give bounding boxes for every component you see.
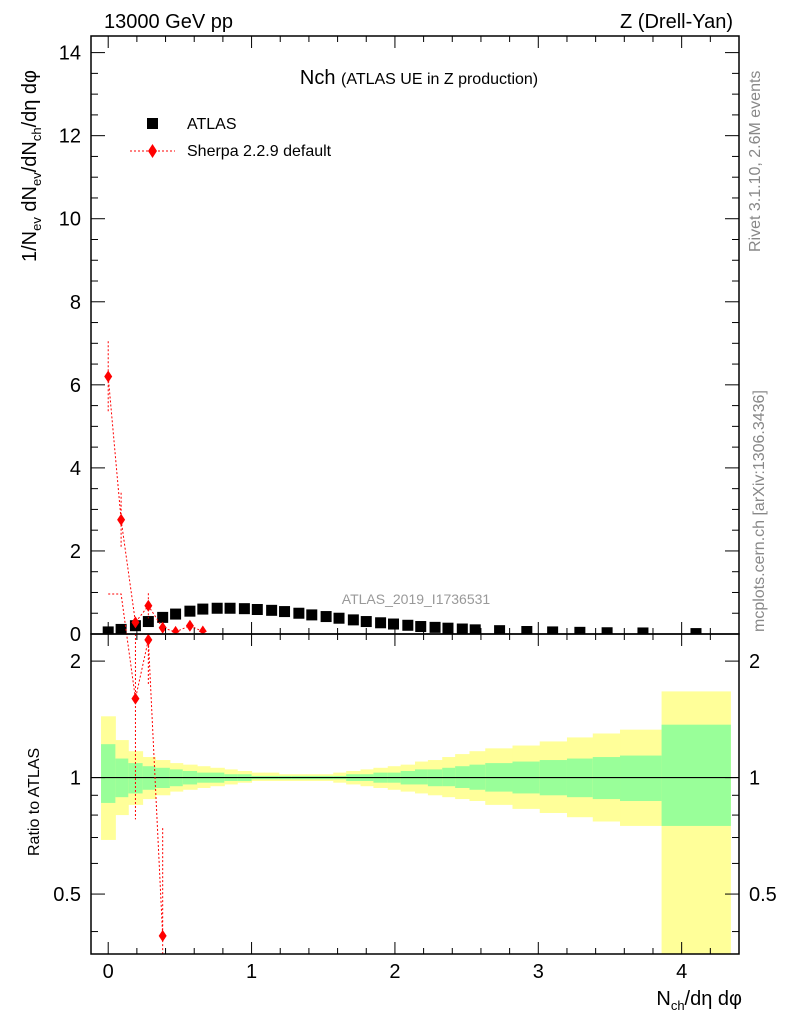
atlas-data-point (251, 603, 263, 615)
ratio-y-tick-label: 1 (70, 768, 81, 790)
main-y-tick-label: 0 (70, 624, 81, 646)
main-y-tick-label: 6 (70, 375, 81, 397)
atlas-data-point (637, 627, 649, 634)
ratio-y-tick-label-right: 1 (749, 768, 760, 790)
atlas-data-point (547, 626, 559, 634)
main-y-tick-label: 8 (70, 292, 81, 314)
x-axis-label: Nch/dη dφ (656, 988, 742, 1013)
atlas-data-point (375, 617, 387, 629)
ratio-y-tick-label-right: 2 (749, 651, 760, 673)
x-tick-label: 3 (533, 961, 544, 983)
atlas-data-point (690, 628, 702, 634)
atlas-data-point (347, 614, 359, 626)
header-left: 13000 GeV pp (104, 11, 233, 33)
sherpa-data-point (104, 370, 113, 383)
mcplots-label: mcplots.cern.ch [arXiv:1306.3436] (751, 390, 768, 632)
main-y-tick-label: 12 (59, 126, 81, 148)
atlas-data-point (224, 602, 236, 614)
sherpa-data-point (158, 621, 167, 634)
atlas-data-point (320, 611, 332, 623)
rivet-label: Rivet 3.1.10, 2.6M events (747, 71, 764, 252)
atlas-data-point (184, 605, 196, 617)
ratio-y-axis-label: Ratio to ATLAS (26, 748, 43, 856)
plot-title: Nch (ATLAS UE in Z production) (300, 67, 538, 89)
analysis-watermark: ATLAS_2019_I1736531 (342, 591, 491, 607)
sherpa-data-point (198, 625, 207, 634)
x-tick-label: 0 (103, 961, 114, 983)
atlas-data-point (360, 616, 372, 628)
x-tick-label: 1 (246, 961, 257, 983)
legend: ATLAS Sherpa 2.2.9 default (130, 116, 332, 160)
legend-atlas-marker (147, 118, 158, 129)
sherpa-data-point (144, 599, 153, 612)
main-data-layer (102, 341, 702, 634)
legend-atlas-label: ATLAS (187, 116, 237, 133)
atlas-data-point (521, 626, 533, 634)
sherpa-data-point (131, 616, 140, 629)
ratio-band-inner (620, 755, 663, 801)
atlas-data-point (170, 608, 182, 620)
atlas-data-point (387, 618, 399, 630)
atlas-data-point (238, 603, 250, 615)
x-tick-label: 2 (389, 961, 400, 983)
ratio-y-tick-label: 0.5 (53, 884, 81, 906)
atlas-data-point (402, 619, 414, 631)
atlas-data-point (115, 623, 127, 634)
header-right: Z (Drell-Yan) (620, 11, 733, 33)
sherpa-ratio-point (131, 692, 140, 705)
atlas-data-point (333, 612, 345, 624)
main-ticks: 0 2 4 6 8 10 12 14 (59, 36, 739, 646)
atlas-data-point (157, 611, 169, 623)
atlas-data-point (142, 616, 154, 628)
atlas-data-point (279, 606, 291, 618)
atlas-data-point (197, 603, 209, 615)
ratio-y-tick-label-right: 0.5 (749, 884, 777, 906)
ratio-band-inner (415, 769, 429, 785)
sherpa-ratio-line (108, 593, 164, 936)
atlas-data-point (469, 624, 481, 634)
sherpa-ratio-point (158, 929, 167, 942)
x-tick-label: 4 (676, 961, 687, 983)
main-panel: 0 2 4 6 8 10 12 14 Nch (ATLAS UE in Z productio… (59, 35, 740, 646)
main-y-tick-label: 2 (70, 541, 81, 563)
atlas-data-point (415, 621, 427, 633)
ratio-band-inner (661, 724, 731, 826)
ratio-ticks: 0 1 2 3 4 0.5 0.5 1 1 2 2 (53, 634, 777, 983)
atlas-data-point (293, 607, 305, 619)
atlas-data-point (601, 627, 613, 634)
sherpa-ratio-point (144, 633, 153, 646)
atlas-data-point (266, 604, 278, 616)
sherpa-main-line (107, 376, 204, 633)
ratio-panel: 0 1 2 3 4 0.5 0.5 1 1 2 2 (53, 593, 777, 983)
main-y-tick-label: 14 (59, 43, 81, 65)
ratio-band-inner (101, 744, 116, 803)
legend-sherpa-marker (148, 144, 157, 158)
legend-sherpa-label: Sherpa 2.2.9 default (187, 143, 332, 160)
sherpa-data-point (171, 625, 180, 634)
sherpa-data-point (117, 513, 126, 526)
ratio-frame (90, 633, 740, 955)
atlas-data-point (442, 622, 454, 634)
ratio-y-tick-label: 2 (70, 651, 81, 673)
atlas-data-point (211, 602, 223, 614)
atlas-data-point (494, 625, 506, 634)
main-y-tick-label: 10 (59, 209, 81, 231)
ratio-data-layer (91, 593, 739, 954)
atlas-data-point (574, 626, 586, 634)
atlas-data-point (306, 609, 318, 621)
atlas-data-point (429, 621, 441, 633)
sherpa-data-point (185, 619, 194, 632)
main-y-tick-label: 4 (70, 458, 81, 480)
main-y-axis-label: 1/Nev dNev/dNch/dη dφ (19, 70, 44, 262)
atlas-data-point (456, 623, 468, 634)
